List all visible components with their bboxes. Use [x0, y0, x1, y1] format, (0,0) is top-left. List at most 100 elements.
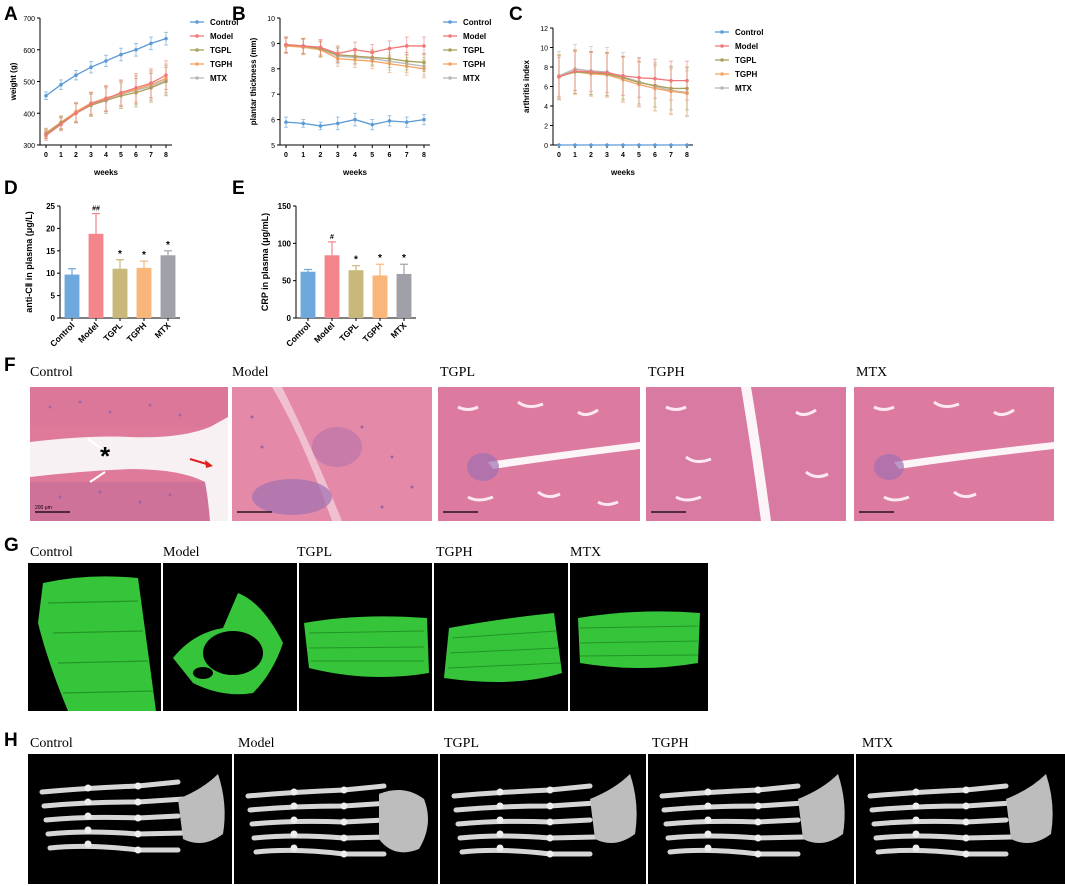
paw-digit: [39, 779, 181, 795]
legend-label-control: Control: [210, 18, 238, 27]
paw-joint: [496, 844, 504, 852]
paw-digit: [457, 833, 599, 841]
paw-digit: [253, 847, 387, 857]
data-point-control: [119, 52, 123, 57]
legend-label-tgph: TGPH: [735, 70, 757, 79]
x-tick-label: 8: [422, 152, 426, 159]
paw-joint: [496, 802, 504, 810]
x-tick-label: 8: [164, 152, 168, 159]
series-model: [284, 36, 426, 62]
x-tick-label: 3: [89, 152, 93, 159]
x-tick-label-tgph: TGPH: [361, 320, 385, 344]
data-point-control: [669, 143, 673, 147]
data-point-control: [59, 82, 63, 87]
x-tick-label: 1: [301, 152, 305, 159]
microct-image-control: [38, 576, 156, 711]
paw-joint: [84, 798, 92, 806]
bar-tgpl: [348, 270, 364, 318]
data-point-control: [387, 119, 392, 123]
legend-marker-model: [448, 34, 452, 38]
paw-joint: [962, 802, 970, 810]
legend-marker-tgph: [448, 62, 452, 66]
paw-digit: [245, 783, 387, 799]
paw-joint: [290, 788, 298, 796]
legend-marker-tgph: [720, 72, 724, 76]
data-point-model: [685, 78, 689, 83]
paw-joint: [912, 816, 920, 824]
data-point-tgpl: [387, 56, 392, 61]
y-tick-label: 150: [278, 202, 292, 211]
paw-image-mtx: [854, 754, 1053, 884]
y-tick-label: 10: [540, 46, 548, 53]
x-tick-label-tgpl: TGPL: [337, 320, 360, 343]
paw-divider: [232, 754, 234, 884]
panel-letter-h: H: [4, 730, 18, 751]
data-point-model: [653, 76, 657, 81]
y-tick-label: 9: [271, 41, 275, 48]
data-point-model: [557, 74, 561, 79]
paw-joint: [546, 802, 554, 810]
histology-label-mtx: MTX: [856, 365, 888, 380]
legend-marker-tgpl: [195, 48, 199, 52]
data-point-model: [149, 81, 153, 85]
microct-image-tgpl: [304, 616, 429, 677]
y-tick-label: 8: [271, 67, 275, 74]
scale-bar-label: 200 μm: [35, 505, 52, 511]
paw-joint: [134, 846, 142, 854]
x-tick-label: 1: [59, 152, 63, 159]
data-point-model: [284, 42, 288, 47]
paw-joint: [496, 830, 504, 838]
data-point-model: [589, 70, 593, 74]
y-tick-label: 20: [46, 224, 55, 233]
legend-marker-mtx: [448, 76, 452, 80]
paw-joint: [546, 834, 554, 842]
x-tick-label: 3: [605, 152, 609, 159]
x-tick-label: 0: [284, 152, 288, 159]
data-point-model: [422, 44, 426, 48]
y-tick-label: 0: [51, 314, 56, 323]
paw-digit: [459, 847, 593, 857]
data-point-control: [89, 65, 93, 70]
y-tick-label: 0: [544, 143, 548, 150]
y-tick-label: 15: [46, 247, 55, 256]
data-point-control: [653, 143, 657, 147]
panel-letter-a: A: [4, 4, 18, 25]
paw-joint: [290, 816, 298, 824]
x-tick-label: 7: [669, 152, 673, 159]
panel-letter-g: G: [4, 535, 19, 556]
paw-joint: [546, 818, 554, 826]
y-tick-label: 25: [46, 202, 55, 211]
significance-tgpl: *: [354, 255, 358, 266]
paw-images: [39, 754, 1053, 884]
data-point-model: [370, 50, 375, 55]
paw-image-control: [39, 774, 225, 854]
legend-label-tgpl: TGPL: [210, 46, 231, 55]
legend-label-control: Control: [735, 28, 763, 37]
paw-joint: [704, 816, 712, 824]
paw-label-mtx: MTX: [862, 736, 894, 751]
data-point-model: [59, 122, 63, 127]
y-tick-label: 500: [23, 80, 35, 87]
histology-image-mtx: [854, 387, 1054, 521]
bar-tgph: [136, 267, 152, 318]
x-tick-label-mtx: MTX: [153, 320, 173, 340]
series-control: [44, 31, 168, 100]
microct-image-mtx: [578, 611, 700, 668]
y-tick-label: 6: [544, 85, 548, 92]
data-point-model: [318, 45, 323, 50]
x-tick-label: 2: [319, 152, 323, 159]
data-point-control: [685, 143, 689, 147]
y-axis-title: arthritis index: [522, 60, 531, 113]
x-axis-title: weeks: [342, 168, 368, 177]
paw-digit: [665, 833, 807, 841]
data-point-model: [74, 111, 78, 116]
x-axis-title: weeks: [610, 168, 636, 177]
x-tick-label: 6: [653, 152, 657, 159]
legend-marker-model: [720, 44, 724, 48]
histology-label-control: Control: [30, 365, 73, 380]
x-tick-label: 4: [104, 152, 108, 159]
data-point-control: [335, 121, 340, 126]
data-point-control: [353, 117, 357, 122]
y-tick-label: 5: [51, 292, 56, 301]
